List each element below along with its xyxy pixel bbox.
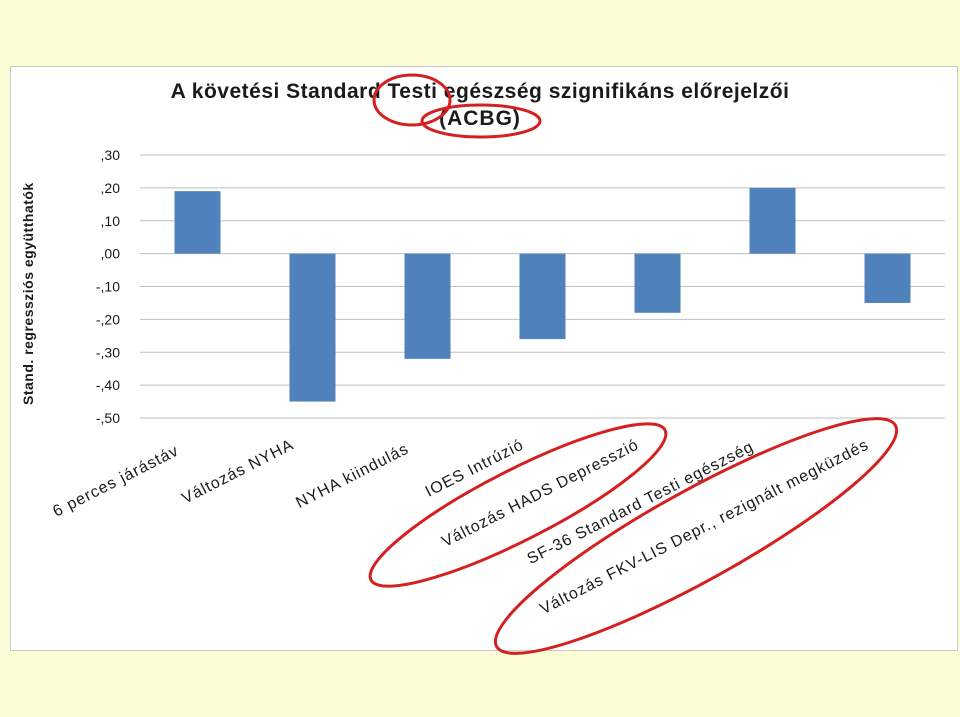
- y-tick-label: ,30: [101, 147, 121, 163]
- y-tick-label: ,00: [101, 246, 121, 262]
- highlight-ellipse-testi: [372, 73, 452, 127]
- y-tick-label: -,10: [96, 279, 120, 295]
- y-tick-label: -,20: [96, 311, 120, 327]
- bar: [404, 253, 451, 359]
- x-tick-label: 6 perces járástáv: [50, 442, 181, 520]
- highlight-ellipse-hads: [368, 422, 668, 588]
- highlight-ellipse-fkv: [493, 417, 899, 655]
- chart-title: A követési Standard Testi egészség szign…: [170, 80, 790, 103]
- bar: [174, 191, 221, 254]
- y-tick-label: -,30: [96, 344, 120, 360]
- bar: [519, 253, 566, 340]
- chart-area: [10, 66, 958, 651]
- bar: [864, 253, 911, 303]
- y-tick-label: -,40: [96, 377, 120, 393]
- x-tick-label: Változás NYHA: [179, 436, 297, 507]
- x-tick-label: NYHA kiindulás: [293, 440, 411, 512]
- bar: [749, 187, 796, 254]
- highlight-ellipse-acbg: [420, 103, 542, 139]
- bar: [634, 253, 681, 313]
- y-tick-label: ,20: [101, 180, 121, 196]
- x-tick-label: SF-36 Standard Testi egészség: [525, 438, 757, 568]
- bar: [289, 253, 336, 402]
- y-tick-label: ,10: [101, 213, 121, 229]
- y-tick-label: -,50: [96, 410, 120, 426]
- chart-subtitle: (ACBG): [439, 107, 521, 130]
